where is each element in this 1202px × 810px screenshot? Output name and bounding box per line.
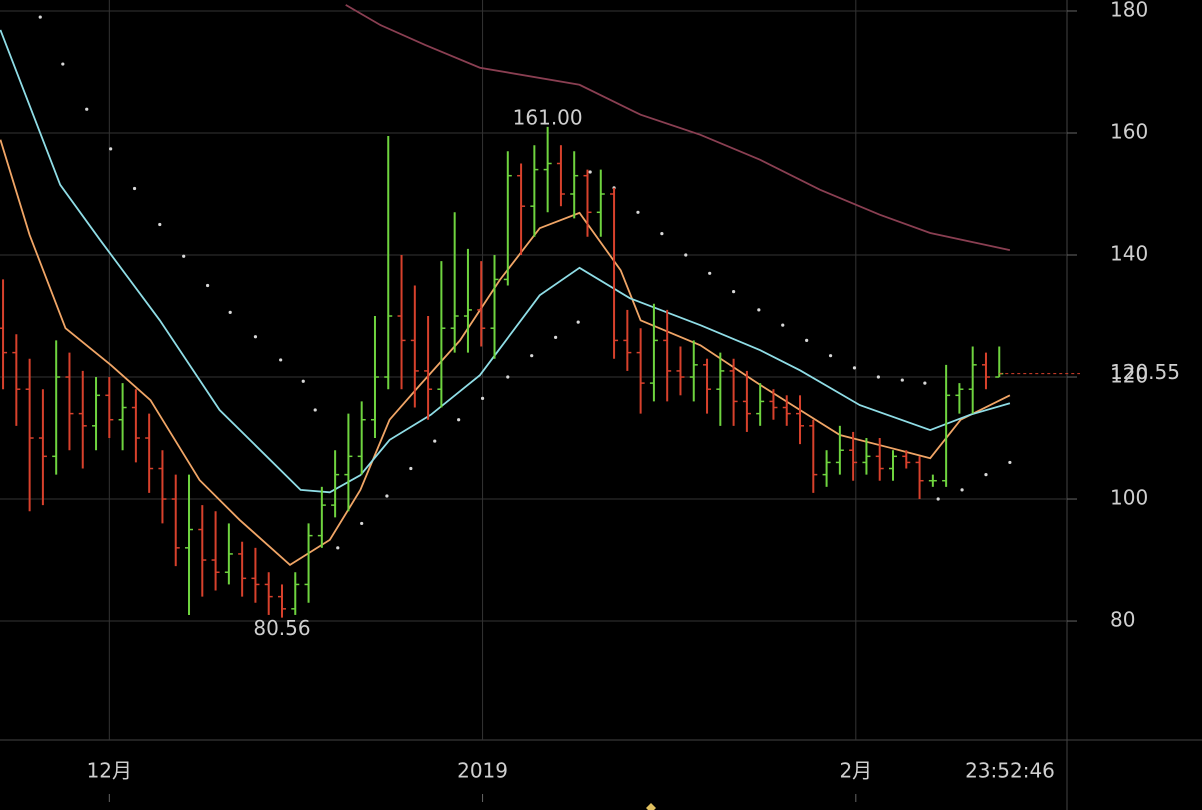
- sar-dot: [85, 107, 89, 111]
- price-annotation: 161.00: [513, 105, 583, 129]
- sar-dot: [936, 497, 940, 501]
- sar-dot: [38, 15, 42, 19]
- sar-dot: [457, 418, 461, 422]
- x-tick-label: 12月: [87, 759, 132, 783]
- sar-dot: [409, 466, 413, 471]
- y-tick-label: 80: [1110, 608, 1135, 632]
- sar-dot: [636, 210, 640, 214]
- sar-dot: [253, 335, 258, 339]
- sar-dot: [506, 375, 510, 379]
- sar-dot: [984, 473, 988, 477]
- sar-dot: [132, 186, 137, 191]
- y-tick-label: 160: [1110, 119, 1148, 143]
- sar-dot: [182, 254, 186, 258]
- sar-dot: [684, 253, 688, 257]
- sar-dot: [805, 338, 809, 343]
- sar-dot: [852, 366, 857, 370]
- x-tick-label: 2月: [839, 759, 872, 783]
- sar-dot: [206, 283, 210, 288]
- sar-dot: [576, 320, 580, 324]
- sar-dot: [313, 408, 317, 412]
- sar-dot: [876, 375, 880, 379]
- moving-average: [0, 29, 1011, 494]
- sar-dot: [109, 147, 113, 151]
- y-tick-label: 120: [1110, 364, 1148, 388]
- sar-dot: [960, 488, 964, 492]
- sar-dot: [900, 378, 904, 382]
- sar-dot: [336, 546, 340, 550]
- sar-dot: [279, 358, 283, 362]
- sar-dot: [554, 335, 558, 339]
- x-tick-label: 2019: [457, 759, 508, 783]
- sar-dot: [158, 222, 162, 227]
- sar-dot: [660, 232, 664, 236]
- y-tick-label: 100: [1110, 486, 1148, 510]
- sar-dot: [301, 379, 305, 383]
- sar-dot: [61, 62, 65, 66]
- sar-dot: [433, 439, 437, 443]
- y-tick-label: 140: [1110, 242, 1148, 266]
- marker: [646, 803, 656, 810]
- sar-dot: [480, 396, 485, 400]
- price-annotation: 80.56: [253, 616, 310, 640]
- moving-average: [345, 4, 1011, 251]
- sar-dot: [588, 170, 592, 174]
- time-label: 23:52:46: [965, 759, 1055, 783]
- sar-dot: [1008, 460, 1012, 465]
- sar-dot: [732, 290, 736, 294]
- sar-dot: [708, 271, 712, 275]
- sar-dot: [781, 323, 785, 327]
- sar-dot: [530, 354, 534, 358]
- last-price-label: 120.55: [1110, 360, 1180, 384]
- sar-dot: [228, 310, 232, 314]
- sar-dot: [923, 381, 927, 385]
- sar-dot: [828, 354, 833, 358]
- sar-dot: [360, 521, 364, 526]
- y-tick-label: 180: [1110, 0, 1148, 21]
- sar-dot: [385, 494, 389, 498]
- sar-dot: [757, 308, 761, 312]
